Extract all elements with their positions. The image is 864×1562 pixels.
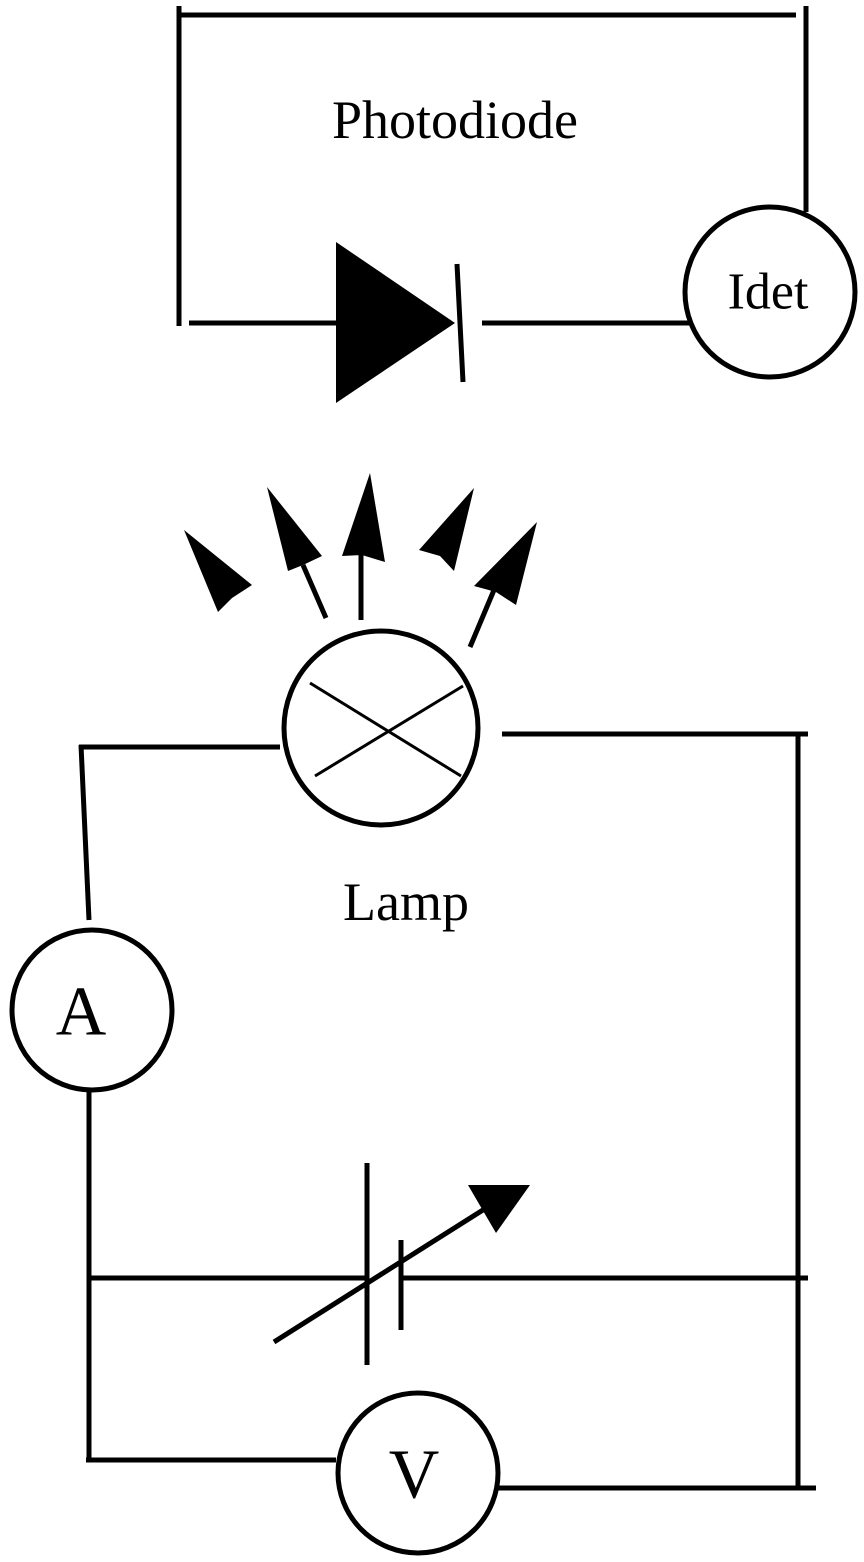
- light-ray-arrow-4: [419, 488, 474, 571]
- voltmeter-label: V: [389, 1437, 440, 1514]
- light-ray-shaft-2: [300, 564, 329, 619]
- voltmeter: V: [335, 1390, 501, 1556]
- light-ray-arrow-5: [474, 522, 537, 605]
- photodiode-label: Photodiode: [332, 90, 578, 150]
- photodiode-symbol: [336, 242, 455, 403]
- light-ray-shaft-5: [467, 589, 497, 648]
- variable-power-supply: [272, 1163, 530, 1365]
- photodiode-circuit: Idet Photodiode: [176, 6, 858, 403]
- voltmeter-circle: [335, 1390, 501, 1556]
- variable-arrow-shaft: [272, 1200, 496, 1345]
- light-ray-arrow-1: [184, 530, 252, 612]
- ammeter: A: [9, 927, 175, 1093]
- light-ray-arrow-3: [342, 473, 385, 562]
- lamp-filament-1: [309, 681, 462, 778]
- detector-meter: [682, 204, 858, 380]
- lamp-label: Lamp: [343, 872, 469, 932]
- light-rays: [184, 473, 537, 648]
- ammeter-circle: [9, 927, 175, 1093]
- photodiode-bar: [454, 263, 466, 383]
- ammeter-label: A: [56, 974, 107, 1051]
- variable-arrow-head: [468, 1185, 530, 1233]
- light-ray-arrow-2: [267, 487, 322, 571]
- lamp: Lamp: [281, 628, 481, 932]
- lamp-circuit: [78, 731, 816, 1491]
- detector-meter-label: Idet: [728, 264, 809, 321]
- lamp-filament-2: [314, 684, 464, 778]
- wire-left-upper: [78, 744, 92, 921]
